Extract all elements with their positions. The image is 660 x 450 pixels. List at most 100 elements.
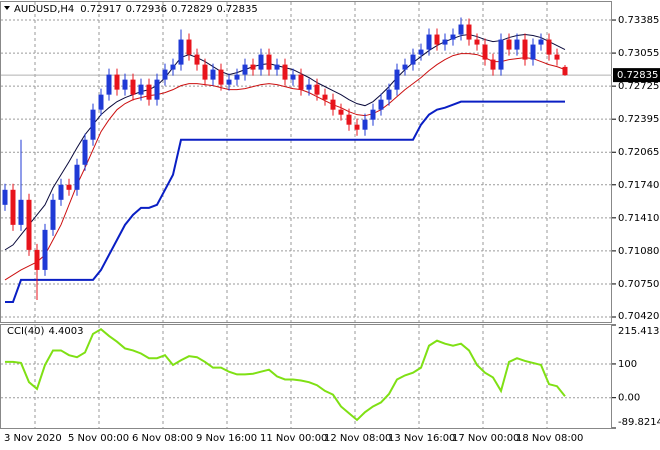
candle-body	[338, 109, 344, 115]
candle-body	[562, 66, 568, 76]
candle-body	[450, 34, 456, 40]
candle-body	[34, 249, 40, 270]
candle-body	[42, 229, 48, 270]
candle-body	[178, 39, 184, 65]
candle-body	[514, 39, 520, 50]
cci-panel	[0, 324, 612, 429]
cci-last: 4.4003	[48, 326, 83, 337]
candle-body	[162, 69, 168, 80]
candle-body	[322, 94, 328, 100]
candle-body	[290, 74, 296, 80]
cci-name: CCI(40)	[7, 326, 45, 337]
indicator-line	[5, 100, 565, 303]
y-tick-label: 0.71080	[618, 246, 659, 257]
candle-body	[378, 99, 384, 110]
candle-body	[66, 184, 72, 190]
candle-body	[482, 44, 488, 60]
candle-body	[186, 39, 192, 55]
candle-body	[498, 39, 504, 70]
candle-body	[530, 44, 536, 60]
candle-body	[10, 189, 16, 225]
header: AUDUSD,H4 0.72917 0.72936 0.72829 0.72835	[14, 4, 258, 15]
candle-body	[402, 64, 408, 70]
x-tick-label: 13 Nov 16:00	[388, 433, 455, 444]
x-tick-label: 3 Nov 2020	[4, 433, 62, 444]
candle-body	[314, 84, 320, 95]
candle-body	[202, 64, 208, 80]
candle-body	[218, 69, 224, 85]
y-tick-label: 0.73385	[618, 15, 659, 26]
candle-body	[130, 79, 136, 95]
y-tick-label: 0.71410	[618, 213, 659, 224]
candle-body	[370, 109, 376, 120]
candle-body	[170, 64, 176, 70]
candle-body	[506, 39, 512, 50]
candle-body	[282, 64, 288, 80]
candle-body	[18, 199, 24, 225]
symbol: AUDUSD,H4	[14, 4, 74, 15]
candle-body	[394, 69, 400, 90]
last-close: 0.72835	[216, 4, 257, 15]
y-tick-label: 0.00	[618, 393, 640, 404]
candle-body	[226, 79, 232, 85]
y-tick-label: 0.71740	[618, 180, 659, 191]
candle-body	[410, 54, 416, 65]
y-tick-label: 215.413	[618, 326, 659, 337]
candle-body	[458, 24, 464, 35]
candle-body	[154, 79, 160, 100]
candle-body	[330, 99, 336, 110]
candle-body	[138, 84, 144, 95]
candle-body	[26, 199, 32, 250]
candle-body	[106, 74, 112, 95]
candle-body	[114, 74, 120, 90]
candle-body	[58, 184, 64, 200]
x-tick-label: 17 Nov 00:00	[452, 433, 519, 444]
candle-body	[418, 49, 424, 55]
x-tick-label: 11 Nov 00:00	[260, 433, 327, 444]
y-tick-label: -89.8214	[618, 417, 660, 428]
candle-body	[90, 109, 96, 140]
y-tick-label: 100	[618, 359, 637, 370]
y-tick-label: 0.70750	[618, 279, 659, 290]
x-tick-label: 12 Nov 08:00	[324, 433, 391, 444]
indicator-line	[4, 53, 566, 281]
candle-body	[234, 74, 240, 80]
candle-body	[346, 114, 352, 125]
candle-body	[466, 24, 472, 40]
candle-body	[82, 139, 88, 165]
candle-body	[298, 74, 304, 90]
x-tick-label: 6 Nov 08:00	[132, 433, 193, 444]
candle-body	[98, 94, 104, 110]
candle-body	[266, 54, 272, 70]
candle-body	[538, 39, 544, 45]
candle-body	[50, 199, 56, 230]
candle-body	[426, 34, 432, 50]
candle-body	[522, 39, 528, 60]
x-tick-label: 5 Nov 00:00	[68, 433, 129, 444]
candle-body	[354, 124, 360, 130]
x-tick-label: 9 Nov 16:00	[196, 433, 257, 444]
candle-body	[490, 59, 496, 70]
menu-arrow	[4, 6, 10, 10]
candle-body	[474, 39, 480, 45]
x-tick-label: 18 Nov 08:00	[516, 433, 583, 444]
cci-header: CCI(40) 4.4003	[7, 326, 83, 337]
y-tick-label: 0.72395	[618, 114, 659, 125]
candle-body	[386, 89, 392, 100]
last-low: 0.72829	[171, 4, 212, 15]
price-panel	[0, 1, 612, 323]
candle-body	[74, 164, 80, 190]
current-price-label: 0.72835	[617, 70, 658, 81]
candle-body	[242, 64, 248, 75]
current-price-box	[613, 68, 660, 83]
candle-body	[210, 69, 216, 80]
candle-body	[306, 84, 312, 90]
candle-body	[546, 39, 552, 55]
candle-body	[442, 39, 448, 45]
candle-body	[2, 189, 8, 205]
candle-body	[250, 64, 256, 70]
last-open: 0.72917	[80, 4, 121, 15]
candle-body	[194, 54, 200, 65]
last-high: 0.72936	[126, 4, 167, 15]
candle-body	[122, 79, 128, 90]
